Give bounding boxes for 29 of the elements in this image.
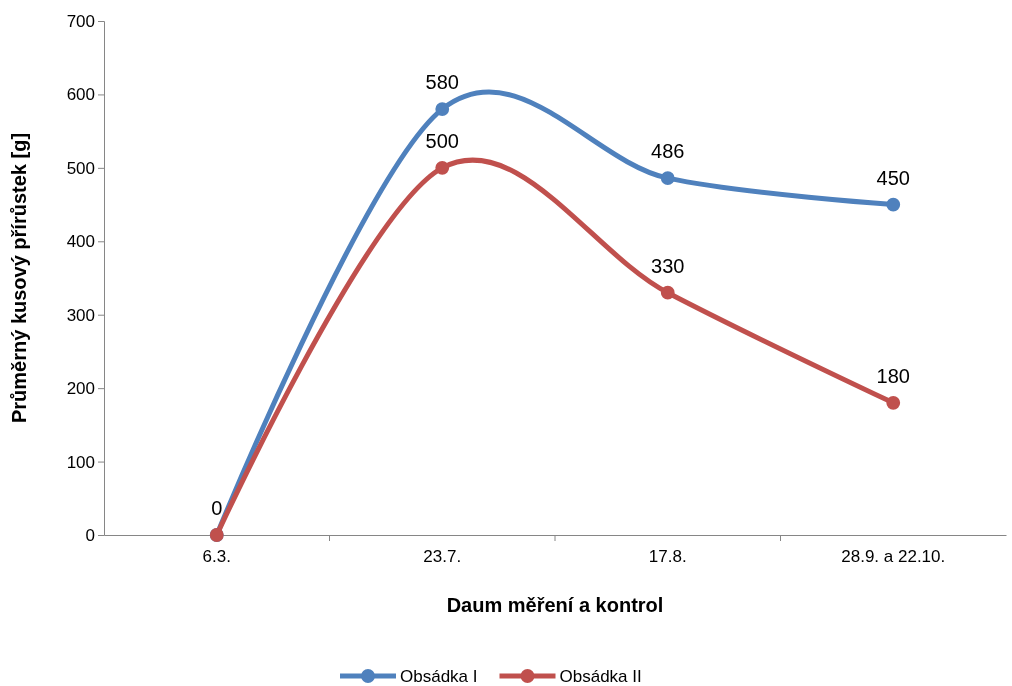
y-tick-label: 0 [85, 525, 95, 545]
x-tick-label: 6.3. [202, 546, 231, 566]
data-label: 330 [651, 254, 685, 277]
y-tick-label: 300 [66, 305, 95, 325]
point [435, 160, 450, 175]
data-label: 486 [651, 140, 685, 163]
point [660, 285, 675, 300]
y-tick-label: 600 [66, 85, 95, 105]
y-tick-label: 700 [66, 11, 95, 31]
point [886, 197, 901, 212]
legend-label: Obsádka I [400, 667, 478, 686]
y-tick-label: 400 [66, 232, 95, 252]
y-axis-title: Průměrný kusový přírůstek [g] [8, 132, 30, 424]
x-axis-title: Daum měření a kontrol [446, 594, 664, 616]
data-label: 180 [876, 364, 910, 387]
data-label: 500 [425, 129, 459, 152]
y-tick-label: 500 [66, 158, 95, 178]
data-label: 0 [211, 497, 223, 519]
legend-label: Obsádka II [559, 667, 642, 686]
y-tick-label: 100 [66, 452, 95, 472]
y-tick-label: 200 [66, 379, 95, 399]
point [660, 171, 675, 186]
data-label: 580 [425, 71, 459, 94]
point [435, 102, 450, 117]
point [886, 395, 901, 410]
x-tick-label: 23.7. [423, 546, 462, 566]
x-tick-label: 28.9. a 22.10. [841, 546, 946, 566]
data-label: 450 [876, 166, 910, 189]
x-tick-label: 17.8. [648, 546, 687, 566]
